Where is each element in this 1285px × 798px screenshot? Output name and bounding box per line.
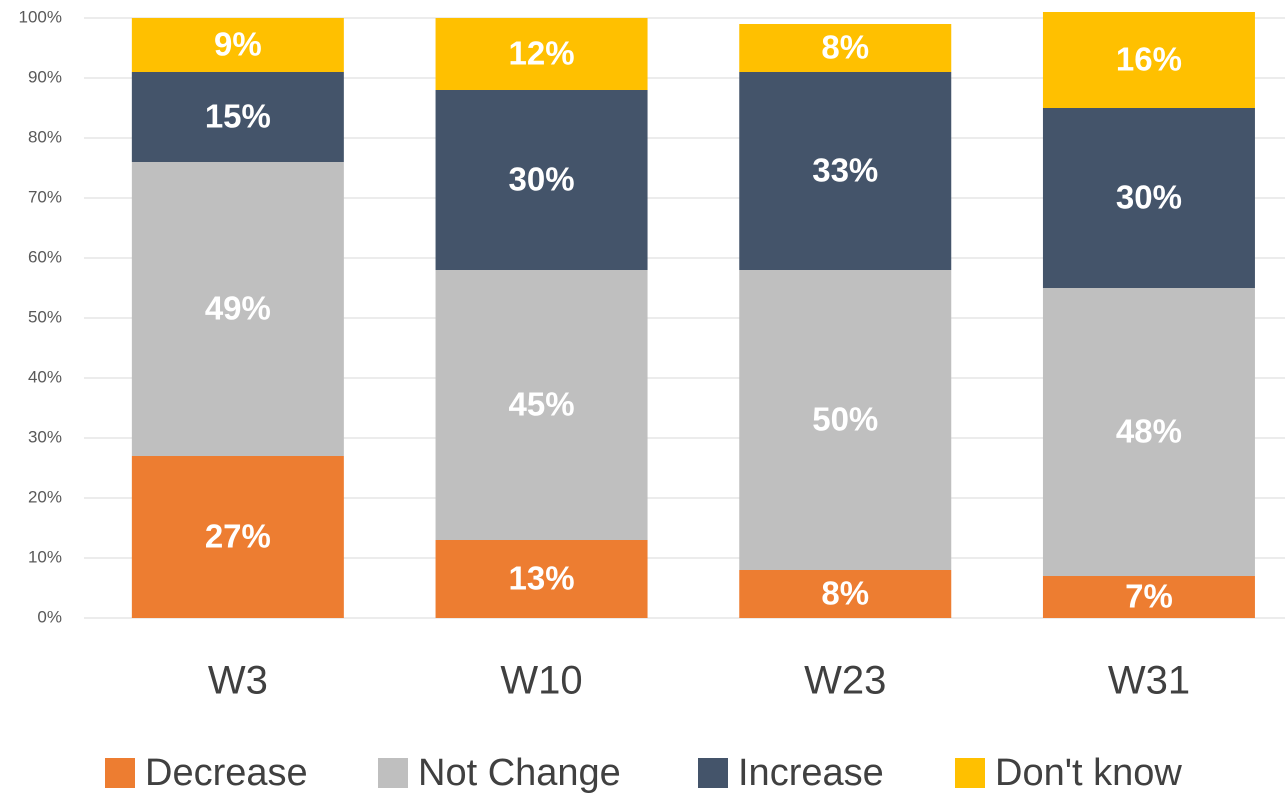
- data-label: 8%: [821, 575, 869, 612]
- legend-label: Increase: [738, 752, 884, 794]
- bar-segment: [739, 24, 952, 72]
- bar-segment: [131, 456, 344, 618]
- data-label: 30%: [509, 161, 575, 198]
- y-tick-label: 20%: [28, 487, 62, 506]
- data-label: 9%: [214, 26, 262, 63]
- y-tick-label: 60%: [28, 247, 62, 266]
- bar-segment: [739, 570, 952, 618]
- y-tick-label: 10%: [28, 547, 62, 566]
- bar-segment: [435, 270, 648, 540]
- x-tick-label: W31: [1108, 659, 1190, 703]
- data-label: 16%: [1116, 41, 1182, 78]
- y-tick-label: 70%: [28, 187, 62, 206]
- data-label: 45%: [509, 386, 575, 423]
- bar-segment: [739, 270, 952, 570]
- data-label: 7%: [1125, 578, 1173, 615]
- y-tick-label: 30%: [28, 427, 62, 446]
- y-tick-label: 40%: [28, 367, 62, 386]
- x-tick-label: W3: [208, 659, 268, 703]
- legend-label: Not Change: [418, 752, 621, 794]
- bar-segment: [1042, 108, 1255, 288]
- bar-segment: [435, 18, 648, 90]
- legend-swatch: [378, 758, 408, 788]
- data-label: 49%: [205, 290, 271, 327]
- legend-swatch: [955, 758, 985, 788]
- data-label: 8%: [821, 29, 869, 66]
- x-tick-label: W23: [804, 659, 886, 703]
- data-label: 15%: [205, 98, 271, 135]
- data-label: 50%: [812, 401, 878, 438]
- bar-segment: [435, 540, 648, 618]
- y-tick-label: 100%: [19, 7, 62, 26]
- data-label: 27%: [205, 518, 271, 555]
- y-tick-label: 90%: [28, 67, 62, 86]
- bar-segment: [435, 90, 648, 270]
- y-tick-label: 50%: [28, 307, 62, 326]
- data-label: 30%: [1116, 179, 1182, 216]
- legend-swatch: [105, 758, 135, 788]
- data-label: 12%: [509, 35, 575, 72]
- data-label: 13%: [509, 560, 575, 597]
- bar-segment: [1042, 576, 1255, 618]
- bar-segment: [131, 72, 344, 162]
- x-tick-label: W10: [500, 659, 582, 703]
- y-tick-label: 80%: [28, 127, 62, 146]
- bar-segment: [1042, 288, 1255, 576]
- y-tick-label: 0%: [37, 607, 62, 626]
- data-label: 48%: [1116, 413, 1182, 450]
- legend-label: Decrease: [145, 752, 308, 794]
- bar-segment: [739, 72, 952, 270]
- legend-label: Don't know: [995, 752, 1182, 794]
- data-label: 33%: [812, 152, 878, 189]
- bar-segment: [131, 162, 344, 456]
- bar-segment: [1042, 12, 1255, 108]
- legend-swatch: [698, 758, 728, 788]
- bar-segment: [131, 18, 344, 72]
